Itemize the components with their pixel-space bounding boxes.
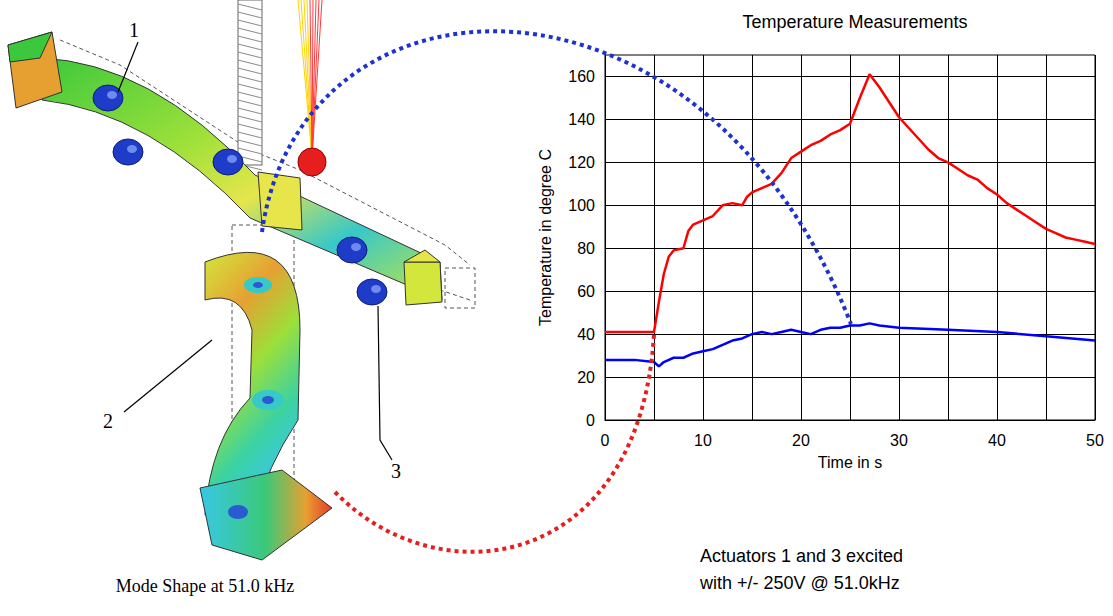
svg-text:20: 20 [792, 432, 810, 449]
svg-text:160: 160 [568, 68, 595, 85]
svg-text:80: 80 [577, 240, 595, 257]
svg-text:20: 20 [577, 369, 595, 386]
svg-text:60: 60 [577, 283, 595, 300]
svg-text:Mode Shape at 51.0 kHz: Mode Shape at 51.0 kHz [116, 576, 294, 596]
svg-text:40: 40 [577, 326, 595, 343]
svg-text:120: 120 [568, 154, 595, 171]
svg-text:3: 3 [391, 460, 401, 482]
svg-text:0: 0 [601, 432, 610, 449]
svg-text:Temperature Measurements: Temperature Measurements [742, 12, 967, 32]
svg-text:100: 100 [568, 197, 595, 214]
svg-text:50: 50 [1086, 432, 1104, 449]
svg-text:0: 0 [586, 412, 595, 429]
svg-text:Temperature in degree C: Temperature in degree C [537, 149, 554, 326]
svg-text:10: 10 [694, 432, 712, 449]
svg-text:Actuators 1 and 3 excited: Actuators 1 and 3 excited [700, 546, 903, 566]
svg-text:30: 30 [890, 432, 908, 449]
svg-text:140: 140 [568, 111, 595, 128]
svg-text:with +/- 250V @ 51.0kHz: with +/- 250V @ 51.0kHz [699, 573, 900, 593]
svg-text:40: 40 [988, 432, 1006, 449]
svg-text:Time in s: Time in s [818, 454, 882, 471]
svg-text:2: 2 [103, 410, 113, 432]
svg-text:1: 1 [129, 19, 139, 41]
